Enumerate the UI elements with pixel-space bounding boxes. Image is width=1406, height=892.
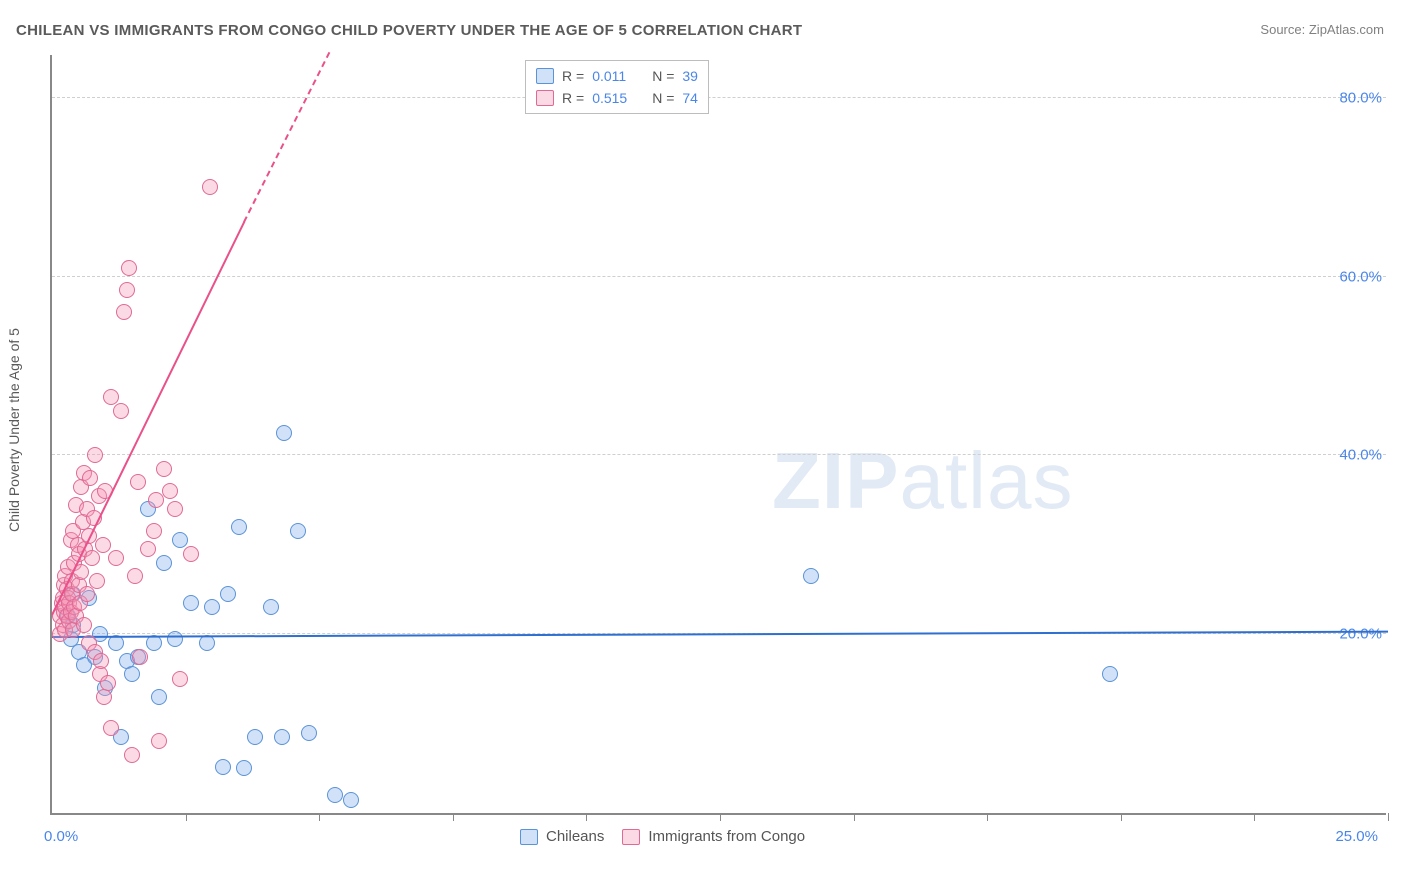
x-tick	[720, 813, 721, 821]
data-point	[116, 304, 132, 320]
data-point	[156, 461, 172, 477]
data-point	[215, 759, 231, 775]
y-tick-label: 40.0%	[1339, 447, 1388, 464]
data-point	[140, 541, 156, 557]
data-point	[151, 733, 167, 749]
y-axis-label: Child Poverty Under the Age of 5	[6, 328, 22, 532]
data-point	[231, 519, 247, 535]
legend-label-congo: Immigrants from Congo	[648, 828, 805, 845]
data-point	[96, 689, 112, 705]
source-label: Source:	[1260, 22, 1305, 37]
data-point	[100, 675, 116, 691]
data-point	[108, 550, 124, 566]
data-point	[202, 179, 218, 195]
r-label: R =	[562, 68, 584, 84]
stats-legend: R = 0.011 N = 39 R = 0.515 N = 74	[525, 60, 709, 114]
x-tick	[987, 813, 988, 821]
stats-row-chileans: R = 0.011 N = 39	[536, 65, 698, 87]
source-attribution: Source: ZipAtlas.com	[1260, 22, 1384, 37]
gridline	[52, 454, 1386, 455]
stats-row-congo: R = 0.515 N = 74	[536, 87, 698, 109]
swatch-congo	[622, 829, 640, 845]
data-point	[103, 720, 119, 736]
x-tick	[1388, 813, 1389, 821]
data-point	[87, 447, 103, 463]
r-label: R =	[562, 90, 584, 106]
data-point	[124, 747, 140, 763]
data-point	[167, 631, 183, 647]
r-value-congo: 0.515	[592, 90, 636, 106]
x-tick	[186, 813, 187, 821]
n-value-chileans: 39	[682, 68, 698, 84]
gridline	[52, 276, 1386, 277]
data-point	[274, 729, 290, 745]
y-tick-label: 80.0%	[1339, 89, 1388, 106]
watermark: ZIPatlas	[772, 435, 1073, 527]
data-point	[343, 792, 359, 808]
chart-title: CHILEAN VS IMMIGRANTS FROM CONGO CHILD P…	[16, 22, 802, 39]
data-point	[236, 760, 252, 776]
n-value-congo: 74	[682, 90, 698, 106]
r-value-chileans: 0.011	[592, 68, 636, 84]
watermark-atlas: atlas	[899, 436, 1073, 525]
trend-line	[243, 52, 330, 223]
data-point	[172, 671, 188, 687]
data-point	[89, 573, 105, 589]
data-point	[82, 470, 98, 486]
plot-area: ZIPatlas 20.0% 40.0% 60.0% 80.0%	[50, 55, 1386, 815]
x-tick	[586, 813, 587, 821]
data-point	[803, 568, 819, 584]
data-point	[127, 568, 143, 584]
swatch-congo	[536, 90, 554, 106]
data-point	[247, 729, 263, 745]
data-point	[327, 787, 343, 803]
y-tick-label: 60.0%	[1339, 268, 1388, 285]
data-point	[124, 666, 140, 682]
data-point	[1102, 666, 1118, 682]
x-tick	[319, 813, 320, 821]
swatch-chileans	[520, 829, 538, 845]
data-point	[156, 555, 172, 571]
data-point	[276, 425, 292, 441]
data-point	[151, 689, 167, 705]
data-point	[146, 523, 162, 539]
data-point	[132, 649, 148, 665]
data-point	[183, 595, 199, 611]
swatch-chileans	[536, 68, 554, 84]
data-point	[130, 474, 146, 490]
x-axis-max-label: 25.0%	[1335, 828, 1378, 845]
data-point	[199, 635, 215, 651]
gridline	[52, 97, 1386, 98]
legend-item-chileans: Chileans	[520, 828, 604, 845]
data-point	[76, 617, 92, 633]
data-point	[263, 599, 279, 615]
data-point	[290, 523, 306, 539]
x-tick	[453, 813, 454, 821]
x-axis-min-label: 0.0%	[44, 828, 78, 845]
data-point	[162, 483, 178, 499]
data-point	[204, 599, 220, 615]
x-tick	[1121, 813, 1122, 821]
n-label: N =	[652, 90, 674, 106]
data-point	[220, 586, 236, 602]
bottom-legend: Chileans Immigrants from Congo	[520, 828, 805, 845]
data-point	[84, 550, 100, 566]
y-tick-label: 20.0%	[1339, 626, 1388, 643]
data-point	[95, 537, 111, 553]
data-point	[183, 546, 199, 562]
source-value: ZipAtlas.com	[1309, 22, 1384, 37]
legend-item-congo: Immigrants from Congo	[622, 828, 805, 845]
data-point	[113, 403, 129, 419]
watermark-zip: ZIP	[772, 436, 899, 525]
data-point	[167, 501, 183, 517]
x-tick	[1254, 813, 1255, 821]
n-label: N =	[652, 68, 674, 84]
data-point	[119, 282, 135, 298]
data-point	[93, 653, 109, 669]
legend-label-chileans: Chileans	[546, 828, 604, 845]
data-point	[301, 725, 317, 741]
x-tick	[854, 813, 855, 821]
data-point	[121, 260, 137, 276]
data-point	[79, 586, 95, 602]
